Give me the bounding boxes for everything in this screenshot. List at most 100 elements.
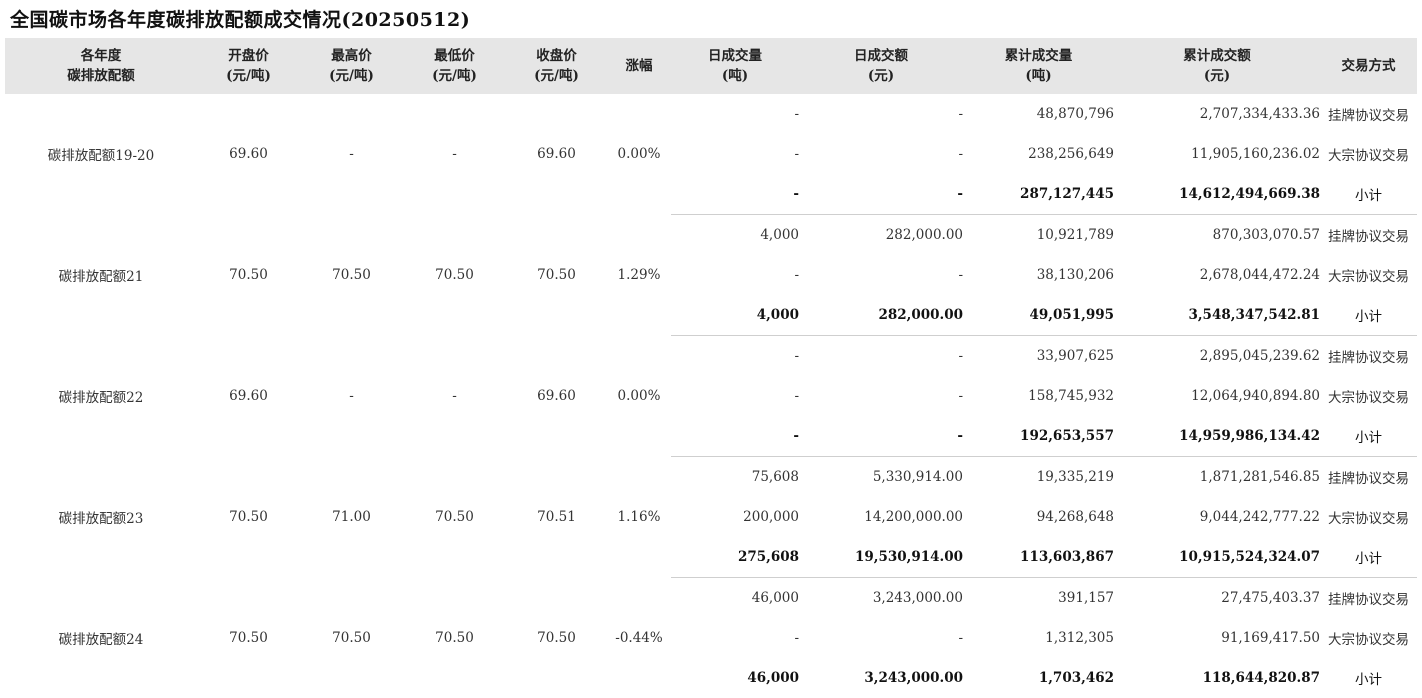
allowance-name: 碳排放配额23 (5, 457, 197, 578)
trade-method: 挂牌协议交易 (1320, 578, 1417, 619)
daily-volume: - (671, 416, 799, 457)
trade-method: 大宗协议交易 (1320, 134, 1417, 174)
allowance-name: 碳排放配额21 (5, 215, 197, 336)
high-price: - (300, 336, 403, 457)
price-change: 1.29% (607, 215, 671, 336)
header-low-price: 最低价(元/吨) (403, 38, 506, 94)
cumulative-amount: 9,044,242,777.22 (1114, 497, 1320, 537)
close-price: 70.50 (506, 578, 607, 698)
daily-amount: 14,200,000.00 (799, 497, 963, 537)
open-price: 69.60 (197, 336, 300, 457)
daily-amount: - (799, 376, 963, 416)
cumulative-amount: 118,644,820.87 (1114, 658, 1320, 698)
trade-method: 大宗协议交易 (1320, 618, 1417, 658)
header-close-price: 收盘价(元/吨) (506, 38, 607, 94)
carbon-allowance-table: 各年度碳排放配额 开盘价(元/吨) 最高价(元/吨) 最低价(元/吨) 收盘价(… (5, 38, 1417, 698)
cumulative-volume: 10,921,789 (963, 215, 1114, 256)
cumulative-amount: 11,905,160,236.02 (1114, 134, 1320, 174)
close-price: 70.51 (506, 457, 607, 578)
daily-amount: - (799, 255, 963, 295)
high-price: 70.50 (300, 578, 403, 698)
header-row: 各年度碳排放配额 开盘价(元/吨) 最高价(元/吨) 最低价(元/吨) 收盘价(… (5, 38, 1417, 94)
allowance-name: 碳排放配额24 (5, 578, 197, 698)
daily-amount: - (799, 336, 963, 377)
daily-amount: 282,000.00 (799, 295, 963, 336)
open-price: 70.50 (197, 457, 300, 578)
cumulative-amount: 2,895,045,239.62 (1114, 336, 1320, 377)
cumulative-amount: 2,678,044,472.24 (1114, 255, 1320, 295)
trade-method: 小计 (1320, 416, 1417, 457)
cumulative-volume: 238,256,649 (963, 134, 1114, 174)
header-year-allowance: 各年度碳排放配额 (5, 38, 197, 94)
daily-amount: - (799, 618, 963, 658)
low-price: - (403, 336, 506, 457)
daily-amount: - (799, 174, 963, 215)
header-high-price: 最高价(元/吨) (300, 38, 403, 94)
cumulative-volume: 113,603,867 (963, 537, 1114, 578)
open-price: 69.60 (197, 94, 300, 215)
cumulative-amount: 870,303,070.57 (1114, 215, 1320, 256)
trade-method: 大宗协议交易 (1320, 255, 1417, 295)
daily-volume: - (671, 134, 799, 174)
high-price: 70.50 (300, 215, 403, 336)
cumulative-volume: 38,130,206 (963, 255, 1114, 295)
daily-amount: 19,530,914.00 (799, 537, 963, 578)
high-price: - (300, 94, 403, 215)
cumulative-amount: 10,915,524,324.07 (1114, 537, 1320, 578)
open-price: 70.50 (197, 578, 300, 698)
page-title: 全国碳市场各年度碳排放配额成交情况(20250512) (10, 5, 470, 32)
cumulative-volume: 391,157 (963, 578, 1114, 619)
daily-volume: 4,000 (671, 295, 799, 336)
daily-amount: - (799, 134, 963, 174)
price-change: -0.44% (607, 578, 671, 698)
daily-amount: 3,243,000.00 (799, 658, 963, 698)
close-price: 70.50 (506, 215, 607, 336)
header-cumulative-amount: 累计成交额(元) (1114, 38, 1320, 94)
price-change: 0.00% (607, 336, 671, 457)
low-price: - (403, 94, 506, 215)
daily-volume: 46,000 (671, 658, 799, 698)
cumulative-volume: 19,335,219 (963, 457, 1114, 498)
daily-volume: 200,000 (671, 497, 799, 537)
cumulative-volume: 1,312,305 (963, 618, 1114, 658)
header-daily-amount: 日成交额(元) (799, 38, 963, 94)
daily-volume: 4,000 (671, 215, 799, 256)
daily-volume: - (671, 376, 799, 416)
header-trade-method: 交易方式 (1320, 38, 1417, 94)
price-change: 1.16% (607, 457, 671, 578)
cumulative-volume: 33,907,625 (963, 336, 1114, 377)
daily-volume: 75,608 (671, 457, 799, 498)
daily-amount: 5,330,914.00 (799, 457, 963, 498)
trade-method: 挂牌协议交易 (1320, 94, 1417, 134)
cumulative-amount: 1,871,281,546.85 (1114, 457, 1320, 498)
daily-amount: 3,243,000.00 (799, 578, 963, 619)
price-change: 0.00% (607, 94, 671, 215)
header-change: 涨幅 (607, 38, 671, 94)
close-price: 69.60 (506, 336, 607, 457)
close-price: 69.60 (506, 94, 607, 215)
header-cumulative-volume: 累计成交量(吨) (963, 38, 1114, 94)
cumulative-volume: 48,870,796 (963, 94, 1114, 134)
cumulative-amount: 14,959,986,134.42 (1114, 416, 1320, 457)
daily-volume: - (671, 618, 799, 658)
cumulative-amount: 3,548,347,542.81 (1114, 295, 1320, 336)
cumulative-amount: 12,064,940,894.80 (1114, 376, 1320, 416)
cumulative-volume: 158,745,932 (963, 376, 1114, 416)
trade-method: 挂牌协议交易 (1320, 215, 1417, 256)
trade-method: 大宗协议交易 (1320, 376, 1417, 416)
daily-amount: - (799, 416, 963, 457)
daily-amount: - (799, 94, 963, 134)
trade-method: 小计 (1320, 295, 1417, 336)
cumulative-amount: 27,475,403.37 (1114, 578, 1320, 619)
daily-volume: - (671, 174, 799, 215)
allowance-name: 碳排放配额19-20 (5, 94, 197, 215)
low-price: 70.50 (403, 457, 506, 578)
